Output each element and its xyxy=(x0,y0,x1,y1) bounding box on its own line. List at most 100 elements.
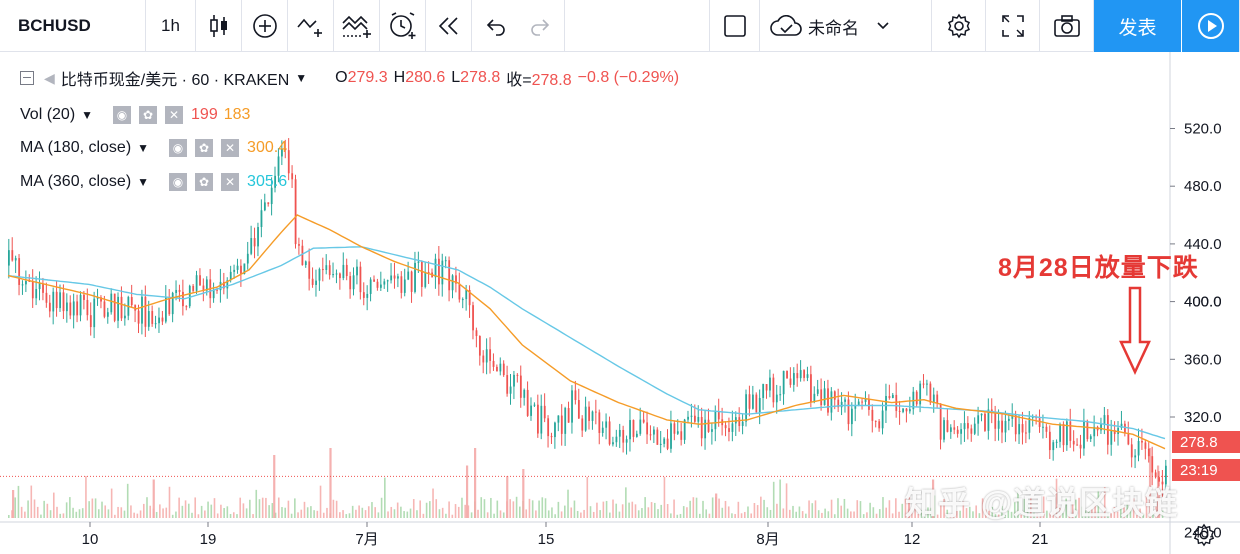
volume-bar xyxy=(753,503,756,518)
settings-icon[interactable]: ✿ xyxy=(195,173,214,191)
watermark: 知乎 @道说区块链 xyxy=(905,485,1179,521)
volume-bar xyxy=(142,503,145,518)
volume-bars xyxy=(8,448,1164,518)
indicators-icon[interactable] xyxy=(334,0,380,52)
candle-body xyxy=(18,258,21,285)
candle-body xyxy=(96,297,99,299)
candle-body xyxy=(472,305,474,331)
volume-bar xyxy=(62,513,65,518)
ma180-legend: MA (180, close) ▼ ◉ ✿ ✕ 300.4 xyxy=(20,136,287,160)
eye-icon[interactable]: ◉ xyxy=(113,106,132,124)
candle-body xyxy=(1066,421,1068,446)
volume-bar xyxy=(1158,494,1161,518)
volume-bar xyxy=(239,497,241,518)
candle-body xyxy=(332,274,335,276)
candle-body xyxy=(526,389,529,416)
camera-icon[interactable] xyxy=(1040,0,1094,52)
chart-settings-gear-icon[interactable] xyxy=(1192,523,1216,552)
volume-bar xyxy=(837,498,839,518)
play-button[interactable] xyxy=(1182,0,1240,52)
ma180-indicator-name[interactable]: MA (180, close) xyxy=(20,139,132,156)
volume-bar xyxy=(1001,505,1003,518)
volume-bar xyxy=(300,509,303,518)
candle-body xyxy=(796,373,799,379)
volume-bar xyxy=(965,508,968,518)
candle-body xyxy=(414,262,416,292)
add-indicator-icon[interactable] xyxy=(242,0,288,52)
volume-bar xyxy=(1026,504,1029,518)
close-icon[interactable]: ✕ xyxy=(221,139,240,157)
close-icon[interactable]: ✕ xyxy=(165,106,184,124)
candle-body xyxy=(728,428,730,432)
candle-body xyxy=(847,399,850,425)
volume-bar xyxy=(522,469,525,518)
volume-bar xyxy=(531,500,534,518)
candle-body xyxy=(799,370,802,379)
compare-icon[interactable] xyxy=(288,0,334,52)
volume-bar xyxy=(743,511,746,518)
fullscreen-square-icon[interactable] xyxy=(710,0,760,52)
candle-body xyxy=(277,156,280,176)
eye-icon[interactable]: ◉ xyxy=(169,173,188,191)
volume-bar xyxy=(923,509,926,518)
candle-body xyxy=(509,386,512,394)
legend-chevron-icon[interactable]: ▼ xyxy=(295,71,308,85)
symbol-search-button[interactable]: BCHUSD xyxy=(0,0,146,52)
layout-menu-button[interactable]: 未命名 xyxy=(760,0,932,52)
volume-bar xyxy=(162,508,164,518)
volume-bar xyxy=(101,501,103,518)
volume-bar xyxy=(27,500,29,518)
redo-icon[interactable] xyxy=(518,0,564,52)
volume-bar xyxy=(888,500,891,518)
candle-style-icon[interactable] xyxy=(196,0,242,52)
volume-bar xyxy=(506,476,509,518)
settings-icon[interactable]: ✿ xyxy=(139,106,158,124)
volume-chevron-icon[interactable]: ▼ xyxy=(81,108,94,122)
candle-body xyxy=(789,378,792,385)
candle-body xyxy=(42,283,44,293)
volume-bar xyxy=(30,485,33,518)
volume-bar xyxy=(715,493,718,518)
gear-icon[interactable] xyxy=(932,0,986,52)
volume-bar xyxy=(557,501,560,518)
candle-body xyxy=(106,312,109,317)
volume-bar xyxy=(525,509,528,518)
volume-indicator-name[interactable]: Vol (20) xyxy=(20,106,76,123)
candle-body xyxy=(646,422,649,435)
candle-body xyxy=(666,438,669,449)
collapse-legend-icon[interactable] xyxy=(20,71,34,85)
legend-title[interactable]: 比特币现金/美元 · 60 · KRAKEN xyxy=(60,72,290,89)
candle-body xyxy=(523,389,526,398)
candle-body xyxy=(424,271,427,287)
volume-bar xyxy=(586,477,589,518)
volume-bar xyxy=(634,504,637,518)
undo-icon[interactable] xyxy=(472,0,518,52)
interval-button[interactable]: 1h xyxy=(146,0,196,52)
volume-bar xyxy=(872,507,875,518)
volume-bar xyxy=(416,510,418,518)
settings-icon[interactable]: ✿ xyxy=(195,139,214,157)
ma180-chevron-icon[interactable]: ▼ xyxy=(137,141,150,155)
publish-button[interactable]: 发表 xyxy=(1094,0,1182,52)
candle-body xyxy=(970,428,973,434)
ma360-indicator-name[interactable]: MA (360, close) xyxy=(20,173,132,190)
candle-body xyxy=(216,289,218,291)
eye-icon[interactable]: ◉ xyxy=(169,139,188,157)
replay-icon[interactable] xyxy=(426,0,472,52)
close-icon[interactable]: ✕ xyxy=(221,173,240,191)
alert-clock-icon[interactable] xyxy=(380,0,426,52)
volume-bar xyxy=(155,511,158,518)
candle-body xyxy=(110,293,113,313)
fullscreen-icon[interactable] xyxy=(986,0,1040,52)
candle-body xyxy=(468,290,471,306)
candle-body xyxy=(581,418,584,431)
volume-bar xyxy=(297,512,299,518)
candle-body xyxy=(465,290,468,300)
candle-body xyxy=(417,261,420,263)
volume-bar xyxy=(1078,497,1080,518)
ma360-chevron-icon[interactable]: ▼ xyxy=(137,175,150,189)
volume-bar xyxy=(952,513,955,518)
candle-body xyxy=(461,299,464,301)
volume-bar xyxy=(435,499,438,518)
candle-body xyxy=(543,405,546,419)
